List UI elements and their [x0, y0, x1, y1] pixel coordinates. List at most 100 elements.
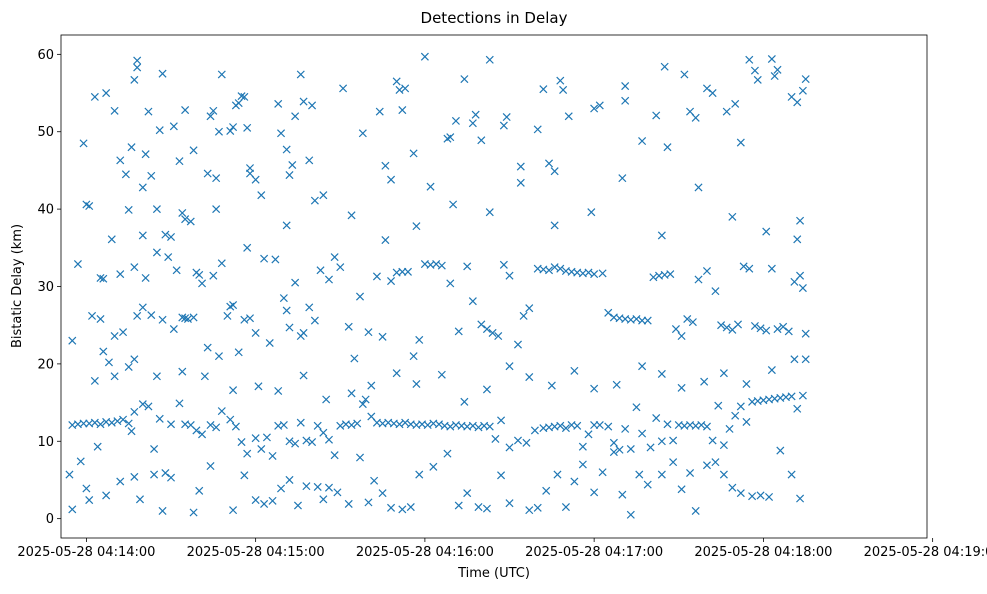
data-point: [257, 444, 266, 454]
data-point: [632, 403, 641, 412]
data-point: [302, 482, 311, 491]
data-point: [268, 496, 277, 505]
data-point: [525, 304, 534, 313]
data-point: [231, 422, 240, 431]
data-point: [519, 311, 528, 320]
data-point: [708, 436, 717, 445]
data-point: [787, 392, 796, 401]
data-point: [152, 205, 161, 214]
data-point: [141, 273, 150, 283]
data-point: [516, 178, 525, 187]
data-point: [212, 205, 221, 214]
data-point: [793, 235, 802, 244]
data-point: [409, 149, 418, 158]
data-point: [288, 160, 297, 170]
data-point: [556, 76, 565, 85]
data-point: [130, 355, 139, 364]
data-point: [652, 414, 661, 423]
data-point: [158, 69, 167, 78]
data-point: [254, 382, 263, 391]
data-point: [542, 486, 551, 495]
data-point: [240, 92, 249, 101]
data-point: [657, 231, 666, 240]
data-point: [449, 200, 458, 209]
data-point: [226, 415, 235, 424]
data-point: [90, 376, 99, 385]
data-point: [333, 488, 342, 497]
data-point: [387, 175, 396, 184]
data-point: [166, 420, 176, 429]
data-point: [736, 402, 745, 411]
data-point: [728, 483, 737, 492]
data-point: [322, 395, 331, 404]
data-point: [110, 372, 119, 381]
data-point: [214, 352, 223, 361]
data-point: [330, 253, 339, 262]
data-point: [702, 422, 711, 431]
data-point: [454, 501, 463, 510]
data-point: [65, 470, 74, 479]
data-point: [570, 477, 579, 486]
data-point: [119, 415, 128, 424]
data-point: [127, 427, 136, 436]
data-point: [491, 434, 500, 443]
data-point: [702, 461, 711, 470]
data-point: [463, 489, 472, 498]
data-point: [590, 104, 599, 113]
data-point: [189, 313, 198, 322]
data-point: [796, 216, 805, 225]
data-point: [347, 389, 356, 398]
data-point: [621, 424, 630, 433]
data-point: [403, 267, 412, 276]
data-point: [750, 66, 759, 75]
data-point: [615, 445, 624, 454]
axis-ticks: 2025-05-28 04:14:00 2025-05-28 04:15:00 20…: [17, 48, 987, 560]
data-point: [381, 236, 390, 245]
data-point: [485, 422, 494, 431]
data-point: [158, 506, 167, 515]
data-point: [324, 275, 334, 284]
data-point: [556, 264, 565, 273]
data-point: [793, 404, 802, 413]
data-point: [762, 326, 771, 335]
data-point: [657, 369, 666, 378]
data-point: [135, 495, 145, 504]
data-point: [460, 397, 469, 406]
data-point: [102, 491, 111, 500]
data-point: [798, 284, 807, 293]
data-point: [409, 352, 418, 361]
data-point: [522, 438, 531, 447]
data-point: [245, 169, 255, 178]
data-point: [398, 505, 407, 514]
data-point: [595, 420, 604, 430]
data-point: [212, 423, 221, 432]
data-point: [271, 255, 280, 264]
data-point: [291, 112, 300, 121]
data-point: [237, 438, 246, 447]
data-point: [178, 367, 187, 376]
data-point: [155, 414, 164, 423]
data-point: [296, 418, 305, 427]
y-axis-label: Bistatic Delay (km): [10, 224, 25, 348]
data-point: [251, 434, 260, 443]
data-point: [110, 332, 119, 341]
x-tick-label: 2025-05-28 04:19:00: [864, 545, 987, 560]
data-point: [691, 113, 700, 122]
data-point: [702, 84, 711, 93]
x-tick-label: 2025-05-28 04:18:00: [694, 545, 832, 560]
data-point: [285, 171, 294, 180]
data-point: [293, 501, 302, 510]
data-point: [313, 482, 322, 491]
data-point: [200, 372, 209, 381]
data-point: [93, 442, 102, 451]
data-point: [358, 129, 367, 138]
data-point: [745, 264, 754, 273]
data-point: [505, 499, 514, 508]
data-point: [217, 70, 226, 79]
data-point: [454, 327, 463, 336]
data-point: [107, 235, 116, 244]
data-point: [119, 328, 128, 337]
data-point: [203, 343, 212, 352]
data-point: [406, 503, 415, 512]
data-point: [308, 438, 317, 447]
